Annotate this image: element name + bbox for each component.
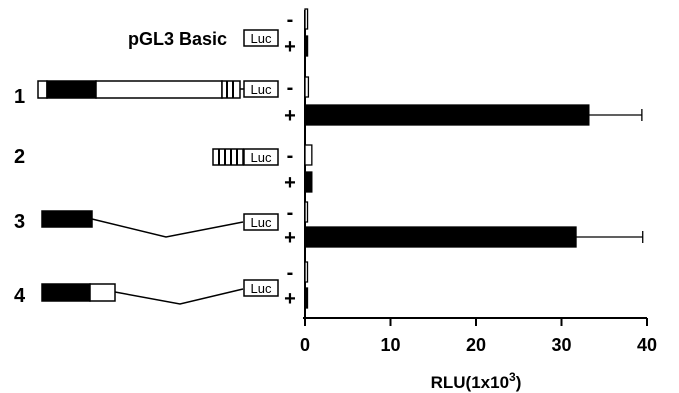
treatment-sign-label: -: [287, 77, 294, 99]
bar: [304, 287, 309, 309]
bar: [304, 8, 309, 30]
bar: [304, 76, 310, 98]
construct-3-diagram: [41, 210, 244, 238]
luc-label: Luc: [251, 215, 272, 230]
luc-label: Luc: [251, 150, 272, 165]
construct-diagrams: [37, 80, 244, 305]
treatment-sign-label: +: [284, 227, 296, 249]
treatment-sign-label: -: [287, 9, 294, 31]
x-axis-title: RLU(1x103): [431, 370, 522, 392]
luc-box: [243, 279, 279, 297]
construct-label: 1: [14, 86, 25, 108]
treatment-sign-label: +: [284, 36, 296, 58]
luc-label: Luc: [251, 31, 272, 46]
construct-label: 4: [14, 285, 26, 307]
bar: [304, 171, 313, 193]
luc-box: [243, 29, 279, 47]
construct-4-diagram: [41, 283, 244, 305]
bar: [304, 226, 577, 248]
bar: [304, 144, 313, 166]
x-tick-label: 40: [637, 335, 657, 355]
x-tick-label: 0: [300, 335, 310, 355]
treatment-sign-label: -: [287, 262, 294, 284]
treatment-sign-label: +: [284, 288, 296, 310]
x-tick-label: 30: [551, 335, 571, 355]
x-tick-label: 20: [466, 335, 486, 355]
bar: [304, 261, 309, 283]
construct-2-diagram: [212, 148, 244, 166]
bar: [304, 104, 590, 126]
luc-label: Luc: [251, 281, 272, 296]
bar: [304, 201, 309, 223]
treatment-sign-label: +: [284, 105, 296, 127]
treatment-sign-label: -: [287, 145, 294, 167]
treatment-sign-label: -: [287, 202, 294, 224]
construct-1-diagram: [37, 80, 244, 99]
bar: [304, 35, 309, 57]
luc-box: [243, 80, 279, 98]
luc-box: [243, 213, 279, 231]
luc-box: [243, 148, 279, 166]
construct-label: pGL3 Basic: [128, 29, 227, 49]
treatment-sign-label: +: [284, 172, 296, 194]
construct-label: 2: [14, 146, 25, 168]
luc-label: Luc: [251, 82, 272, 97]
construct-label: 3: [14, 211, 25, 233]
x-tick-label: 10: [380, 335, 400, 355]
